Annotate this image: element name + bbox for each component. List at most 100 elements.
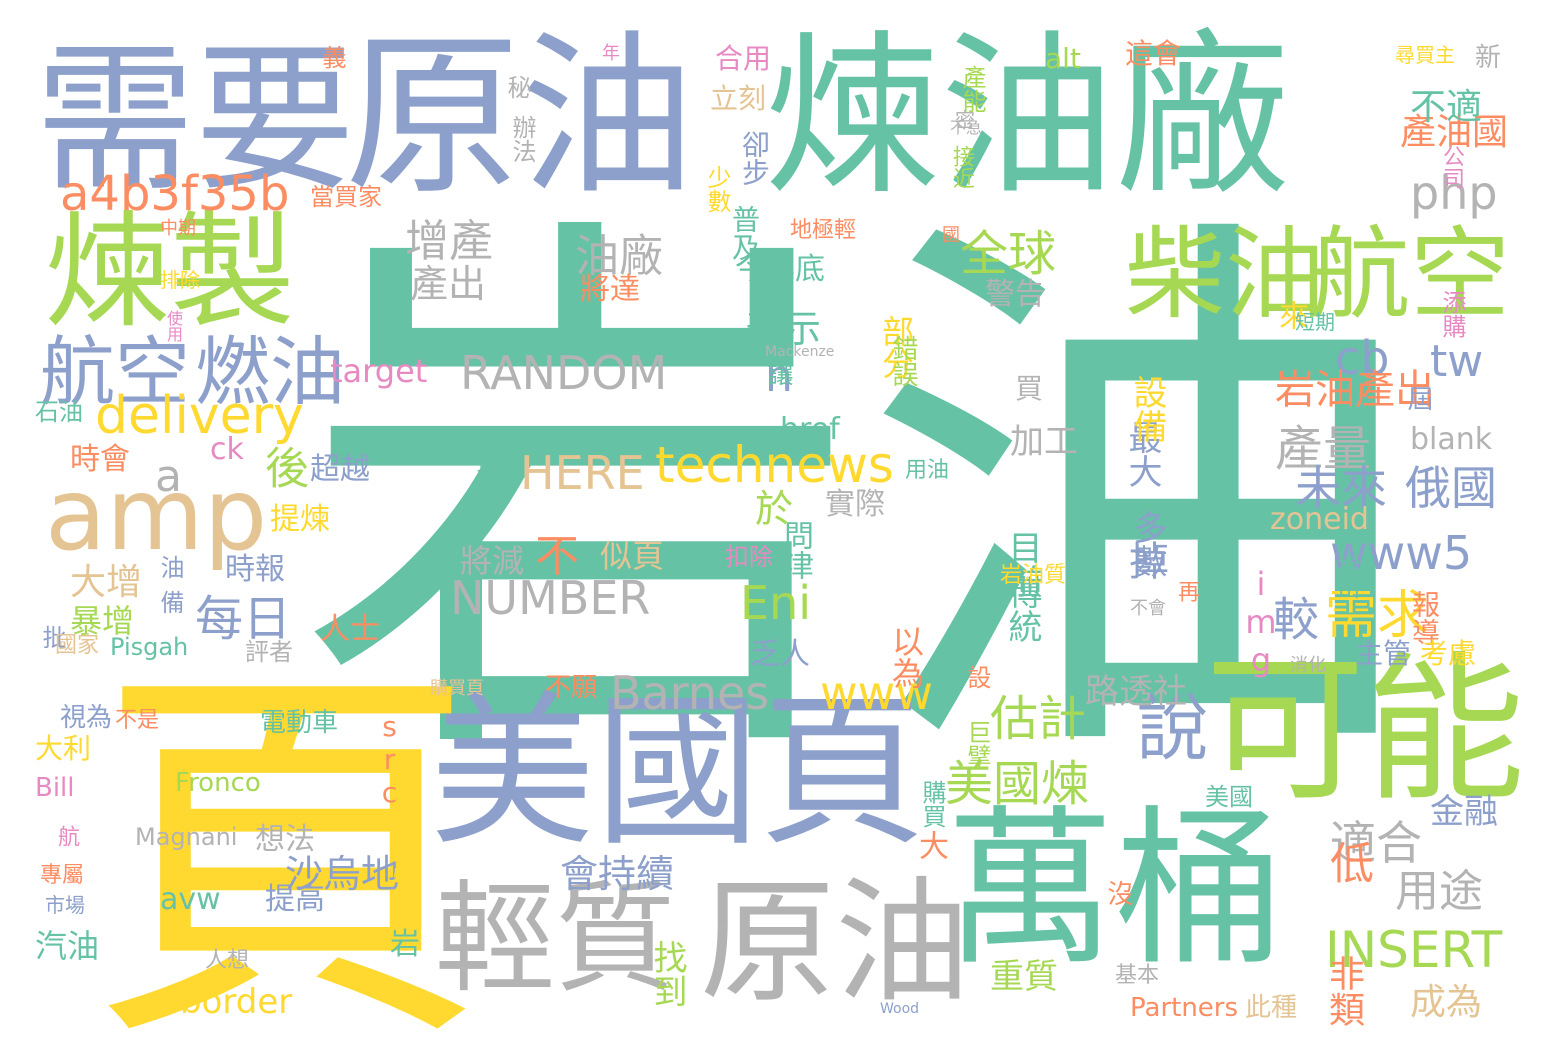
word: avw — [160, 882, 221, 917]
word: 屆 — [1403, 385, 1433, 411]
word: 柴油 — [1125, 216, 1325, 333]
word: 俄國 — [1405, 461, 1497, 515]
word: Wood — [880, 1001, 920, 1017]
word: 煉製 — [45, 200, 295, 345]
word: 普及 — [728, 205, 761, 261]
word: 接近 — [949, 145, 974, 189]
word: 航空 — [40, 328, 191, 416]
word: www — [820, 666, 933, 720]
word: 不適 — [1410, 87, 1483, 128]
word: 岩油 — [300, 174, 1420, 826]
word: 人想 — [205, 948, 250, 973]
word: 燃油 — [195, 328, 346, 416]
word: 設備 — [1127, 375, 1167, 443]
word: 較 — [1266, 595, 1320, 641]
word: 提煉 — [270, 502, 330, 537]
word: php — [1410, 166, 1498, 220]
word: 這會 — [1125, 37, 1182, 70]
word: 找到 — [647, 940, 687, 1008]
word: Magnani — [135, 823, 238, 851]
word: 說 — [1124, 690, 1208, 762]
word: 產出 — [410, 262, 487, 306]
word: 立刻 — [710, 82, 767, 115]
word: 年 — [602, 43, 620, 64]
word: 岩油產出 — [1275, 367, 1435, 413]
word: 找出 — [474, 460, 495, 496]
word: alt — [1045, 42, 1081, 75]
word: cb — [1335, 331, 1390, 385]
word: 想法 — [255, 822, 315, 857]
word: 金融 — [1430, 792, 1498, 832]
word: 中期 — [160, 218, 196, 239]
word: 輕質 — [435, 870, 675, 1009]
word: delivery — [95, 386, 304, 446]
word: 產量 — [1275, 421, 1372, 477]
word: 用油 — [905, 458, 950, 483]
word: 扣除 — [725, 543, 773, 571]
word: 將達 — [580, 272, 640, 307]
word: 短期 — [1295, 310, 1335, 334]
word: 估計 — [990, 691, 1087, 747]
word: a — [155, 451, 182, 502]
word: 表示 — [745, 307, 822, 351]
word: 原油 — [345, 16, 695, 219]
word: NUMBER — [450, 571, 651, 625]
word: 實際 — [825, 487, 885, 522]
word: 消化 — [1290, 655, 1326, 676]
word: blank — [1410, 422, 1493, 457]
word: 地極輕 — [790, 218, 857, 243]
word: 沒 — [1103, 880, 1133, 906]
word: 來 — [1273, 300, 1308, 330]
word: 巨擘 — [963, 720, 991, 768]
word: 最大 — [1122, 420, 1162, 488]
word: 用途 — [1395, 866, 1483, 917]
word: 辦法 — [508, 115, 536, 163]
word: 公司 — [1439, 145, 1464, 189]
word: 美國頁 — [430, 676, 925, 868]
word: 市場 — [45, 893, 85, 917]
word: 大 — [913, 830, 948, 860]
word: www5 — [1330, 526, 1473, 580]
word: 合用 — [715, 42, 772, 75]
word: amp — [45, 456, 268, 573]
word: 適合 — [1330, 816, 1422, 870]
word: technews — [655, 436, 894, 494]
word: 不願 — [545, 673, 598, 703]
word: 頁 — [22, 650, 482, 1044]
word: 於 — [755, 487, 794, 531]
word: 汽油 — [35, 927, 100, 965]
word: 傳統 — [1002, 575, 1042, 643]
word: 指出 — [1334, 555, 1359, 599]
word: 排除 — [160, 268, 200, 292]
word: 此種 — [1245, 993, 1298, 1023]
word: 暴增 — [70, 602, 135, 640]
word: zoneid — [1270, 502, 1369, 537]
word: 非類 — [1323, 955, 1364, 1027]
word: 錯誤 — [888, 335, 918, 387]
word: 基本 — [1115, 963, 1160, 988]
word: 今年底 — [735, 252, 825, 287]
word: Pisgah — [110, 633, 189, 661]
word: 後 — [257, 445, 308, 489]
word: 成為 — [1410, 982, 1483, 1023]
word: 備 — [156, 590, 184, 614]
word: 部分 — [877, 315, 915, 379]
word: 國家 — [55, 633, 100, 658]
word: 人士 — [320, 612, 380, 647]
word: 讓 — [763, 360, 793, 386]
word: 再 — [1174, 580, 1199, 602]
word: tw — [1430, 336, 1484, 387]
word: 需求 — [1325, 586, 1430, 646]
word: 大增 — [70, 562, 143, 603]
word: 油廠 — [575, 231, 663, 282]
word: src — [373, 710, 406, 809]
word: 會持續 — [560, 852, 675, 896]
word: n — [765, 351, 793, 402]
word: HERE — [520, 446, 645, 500]
word: 不 — [535, 531, 579, 582]
word: 使用 — [164, 310, 183, 342]
word: 購買頁 — [430, 678, 484, 699]
word: 低 — [1322, 840, 1373, 884]
word: 主管 — [1355, 637, 1412, 670]
word: 新 — [1475, 43, 1502, 73]
